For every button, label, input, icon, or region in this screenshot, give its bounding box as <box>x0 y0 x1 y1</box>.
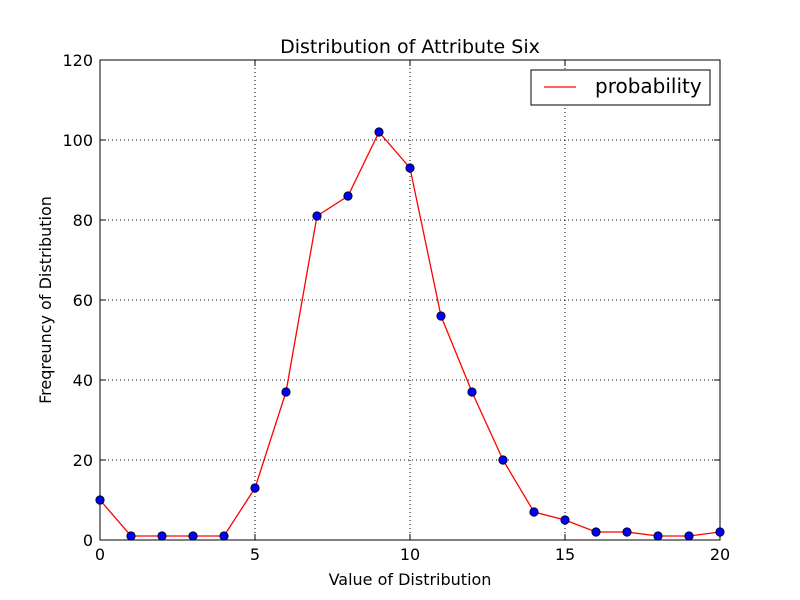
data-point <box>653 531 663 541</box>
x-axis-title: Value of Distribution <box>329 570 492 589</box>
data-point <box>219 531 229 541</box>
x-tick-label: 10 <box>400 545 420 564</box>
data-point <box>498 455 508 465</box>
data-point <box>622 527 632 537</box>
y-tick-label: 100 <box>62 131 93 150</box>
x-tick-label: 20 <box>710 545 730 564</box>
series <box>95 127 725 541</box>
x-tick-label: 15 <box>555 545 575 564</box>
y-tick-label: 20 <box>73 451 93 470</box>
data-point <box>188 531 198 541</box>
x-tick-label: 5 <box>250 545 260 564</box>
data-point <box>684 531 694 541</box>
data-point <box>157 531 167 541</box>
chart-title: Distribution of Attribute Six <box>280 36 540 58</box>
y-tick-label: 40 <box>73 371 93 390</box>
y-axis-title: Freqreuncy of Distribution <box>36 196 55 404</box>
data-point <box>529 507 539 517</box>
data-point <box>560 515 570 525</box>
data-point <box>374 127 384 137</box>
x-tick-label: 0 <box>95 545 105 564</box>
data-point <box>281 387 291 397</box>
y-tick-label: 60 <box>73 291 93 310</box>
data-point <box>436 311 446 321</box>
legend-label: probability <box>595 74 702 98</box>
grid <box>100 60 720 540</box>
ticks: 0 5 10 15 20 0 20 40 60 80 100 120 <box>62 51 730 564</box>
data-point <box>95 495 105 505</box>
data-point <box>405 163 415 173</box>
y-tick-label: 0 <box>83 531 93 550</box>
data-point <box>343 191 353 201</box>
data-point <box>715 527 725 537</box>
data-point <box>467 387 477 397</box>
data-point <box>312 211 322 221</box>
y-tick-label: 120 <box>62 51 93 70</box>
data-point <box>591 527 601 537</box>
data-point <box>250 483 260 493</box>
data-point <box>126 531 136 541</box>
legend: probability <box>530 69 711 106</box>
y-tick-label: 80 <box>73 211 93 230</box>
